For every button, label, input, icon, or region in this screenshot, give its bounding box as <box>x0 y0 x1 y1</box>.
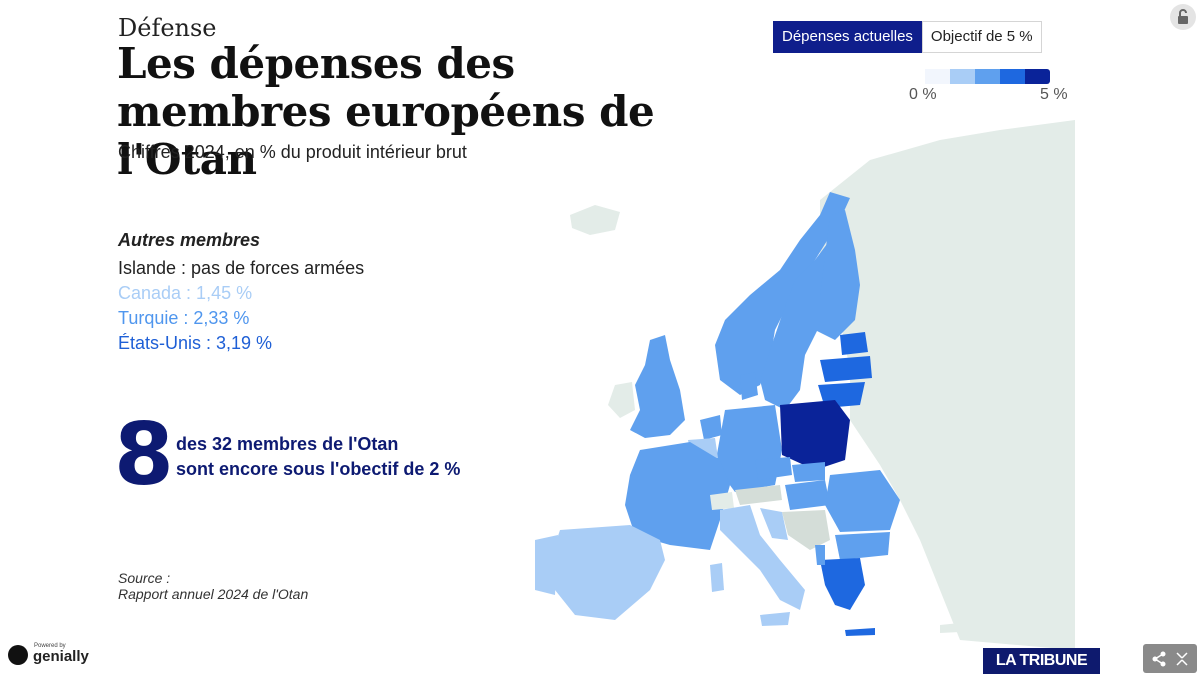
legend-swatch-1 <box>925 69 950 84</box>
region-netherlands <box>700 415 722 440</box>
region-portugal <box>535 535 558 595</box>
legend-swatch-4 <box>1000 69 1025 84</box>
region-austria <box>735 485 782 505</box>
region-crete <box>845 628 875 636</box>
other-members-list: Islande : pas de forces armées Canada : … <box>118 256 364 356</box>
region-non-member-east <box>820 120 1075 650</box>
region-switzerland <box>710 492 734 510</box>
region-denmark <box>740 372 758 400</box>
region-finland <box>815 210 860 340</box>
fullscreen-lock-button[interactable] <box>1170 4 1196 30</box>
legend-max-label: 5 % <box>1040 86 1068 103</box>
share-icon[interactable] <box>1143 644 1197 673</box>
other-member-canada: Canada : 1,45 % <box>118 283 253 303</box>
region-czechia <box>755 457 792 480</box>
publisher-logo: LA TRIBUNE <box>983 648 1100 674</box>
region-cyprus <box>940 623 960 633</box>
exit-fullscreen-icon <box>1176 652 1188 666</box>
region-france <box>625 442 730 550</box>
highlight-line-1: des 32 membres de l'Otan <box>176 434 399 454</box>
section-kicker: Défense <box>118 14 217 42</box>
region-bulgaria <box>835 532 890 560</box>
region-latvia <box>820 356 872 382</box>
region-greece <box>820 558 865 610</box>
page-title: Les dépenses des membres européens de l'… <box>117 39 655 184</box>
source-text: Rapport annuel 2024 de l'Otan <box>118 586 309 602</box>
region-sicily <box>760 612 790 626</box>
region-norway <box>715 192 850 395</box>
highlight-number: 8 <box>114 405 174 505</box>
legend-swatch-2 <box>950 69 975 84</box>
source-label: Source : <box>118 570 171 586</box>
region-balkans <box>782 510 830 550</box>
viewer-controls <box>1143 644 1197 673</box>
tab-current-spending[interactable]: Dépenses actuelles <box>773 21 922 53</box>
page-subtitle: Chiffres 2024, en % du produit intérieur… <box>118 142 467 162</box>
view-tabs: Dépenses actuelles Objectif de 5 % <box>773 21 1042 53</box>
region-sweden <box>760 240 830 410</box>
region-romania <box>825 470 900 532</box>
region-hungary <box>785 480 830 510</box>
region-spain <box>550 525 665 620</box>
europe-map <box>535 120 1075 650</box>
other-member-usa: États-Unis : 3,19 % <box>118 333 273 353</box>
highlight-text: des 32 membres de l'Otan sont encore sou… <box>176 432 460 482</box>
tab-five-percent-target[interactable]: Objectif de 5 % <box>921 21 1042 53</box>
other-member-turkey: Turquie : 2,33 % <box>118 308 250 328</box>
genially-wordmark[interactable]: genially <box>33 648 89 665</box>
other-members-heading: Autres membres <box>118 230 261 250</box>
legend-swatch-3 <box>975 69 1000 84</box>
legend-swatch-5 <box>1025 69 1050 84</box>
highlight-line-2: sont encore sous l'obectif de 2 % <box>176 459 461 479</box>
powered-by-label: Powered by <box>34 643 66 649</box>
region-sardinia <box>710 563 724 592</box>
region-ireland <box>608 382 635 418</box>
region-slovakia <box>792 462 825 482</box>
region-estonia <box>840 332 868 355</box>
region-albania <box>815 545 825 565</box>
region-croatia <box>760 508 788 540</box>
lock-icon <box>1178 9 1188 24</box>
genially-logo-icon <box>8 645 28 665</box>
legend-min-label: 0 % <box>909 86 937 103</box>
region-italy <box>720 505 805 610</box>
source-note: Source : Rapport annuel 2024 de l'Otan <box>118 570 308 602</box>
region-iceland <box>570 205 620 235</box>
color-legend <box>925 69 1050 84</box>
region-poland <box>780 400 850 470</box>
region-uk <box>630 335 685 438</box>
other-member-iceland: Islande : pas de forces armées <box>118 258 365 278</box>
